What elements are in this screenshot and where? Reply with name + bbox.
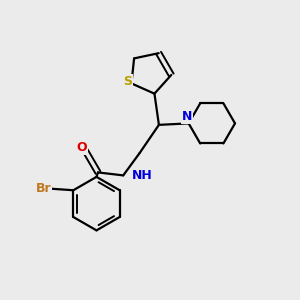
Text: N: N [182, 110, 192, 123]
Text: O: O [76, 141, 87, 154]
Text: Br: Br [36, 182, 51, 195]
Text: NH: NH [132, 169, 153, 182]
Text: S: S [123, 74, 132, 88]
